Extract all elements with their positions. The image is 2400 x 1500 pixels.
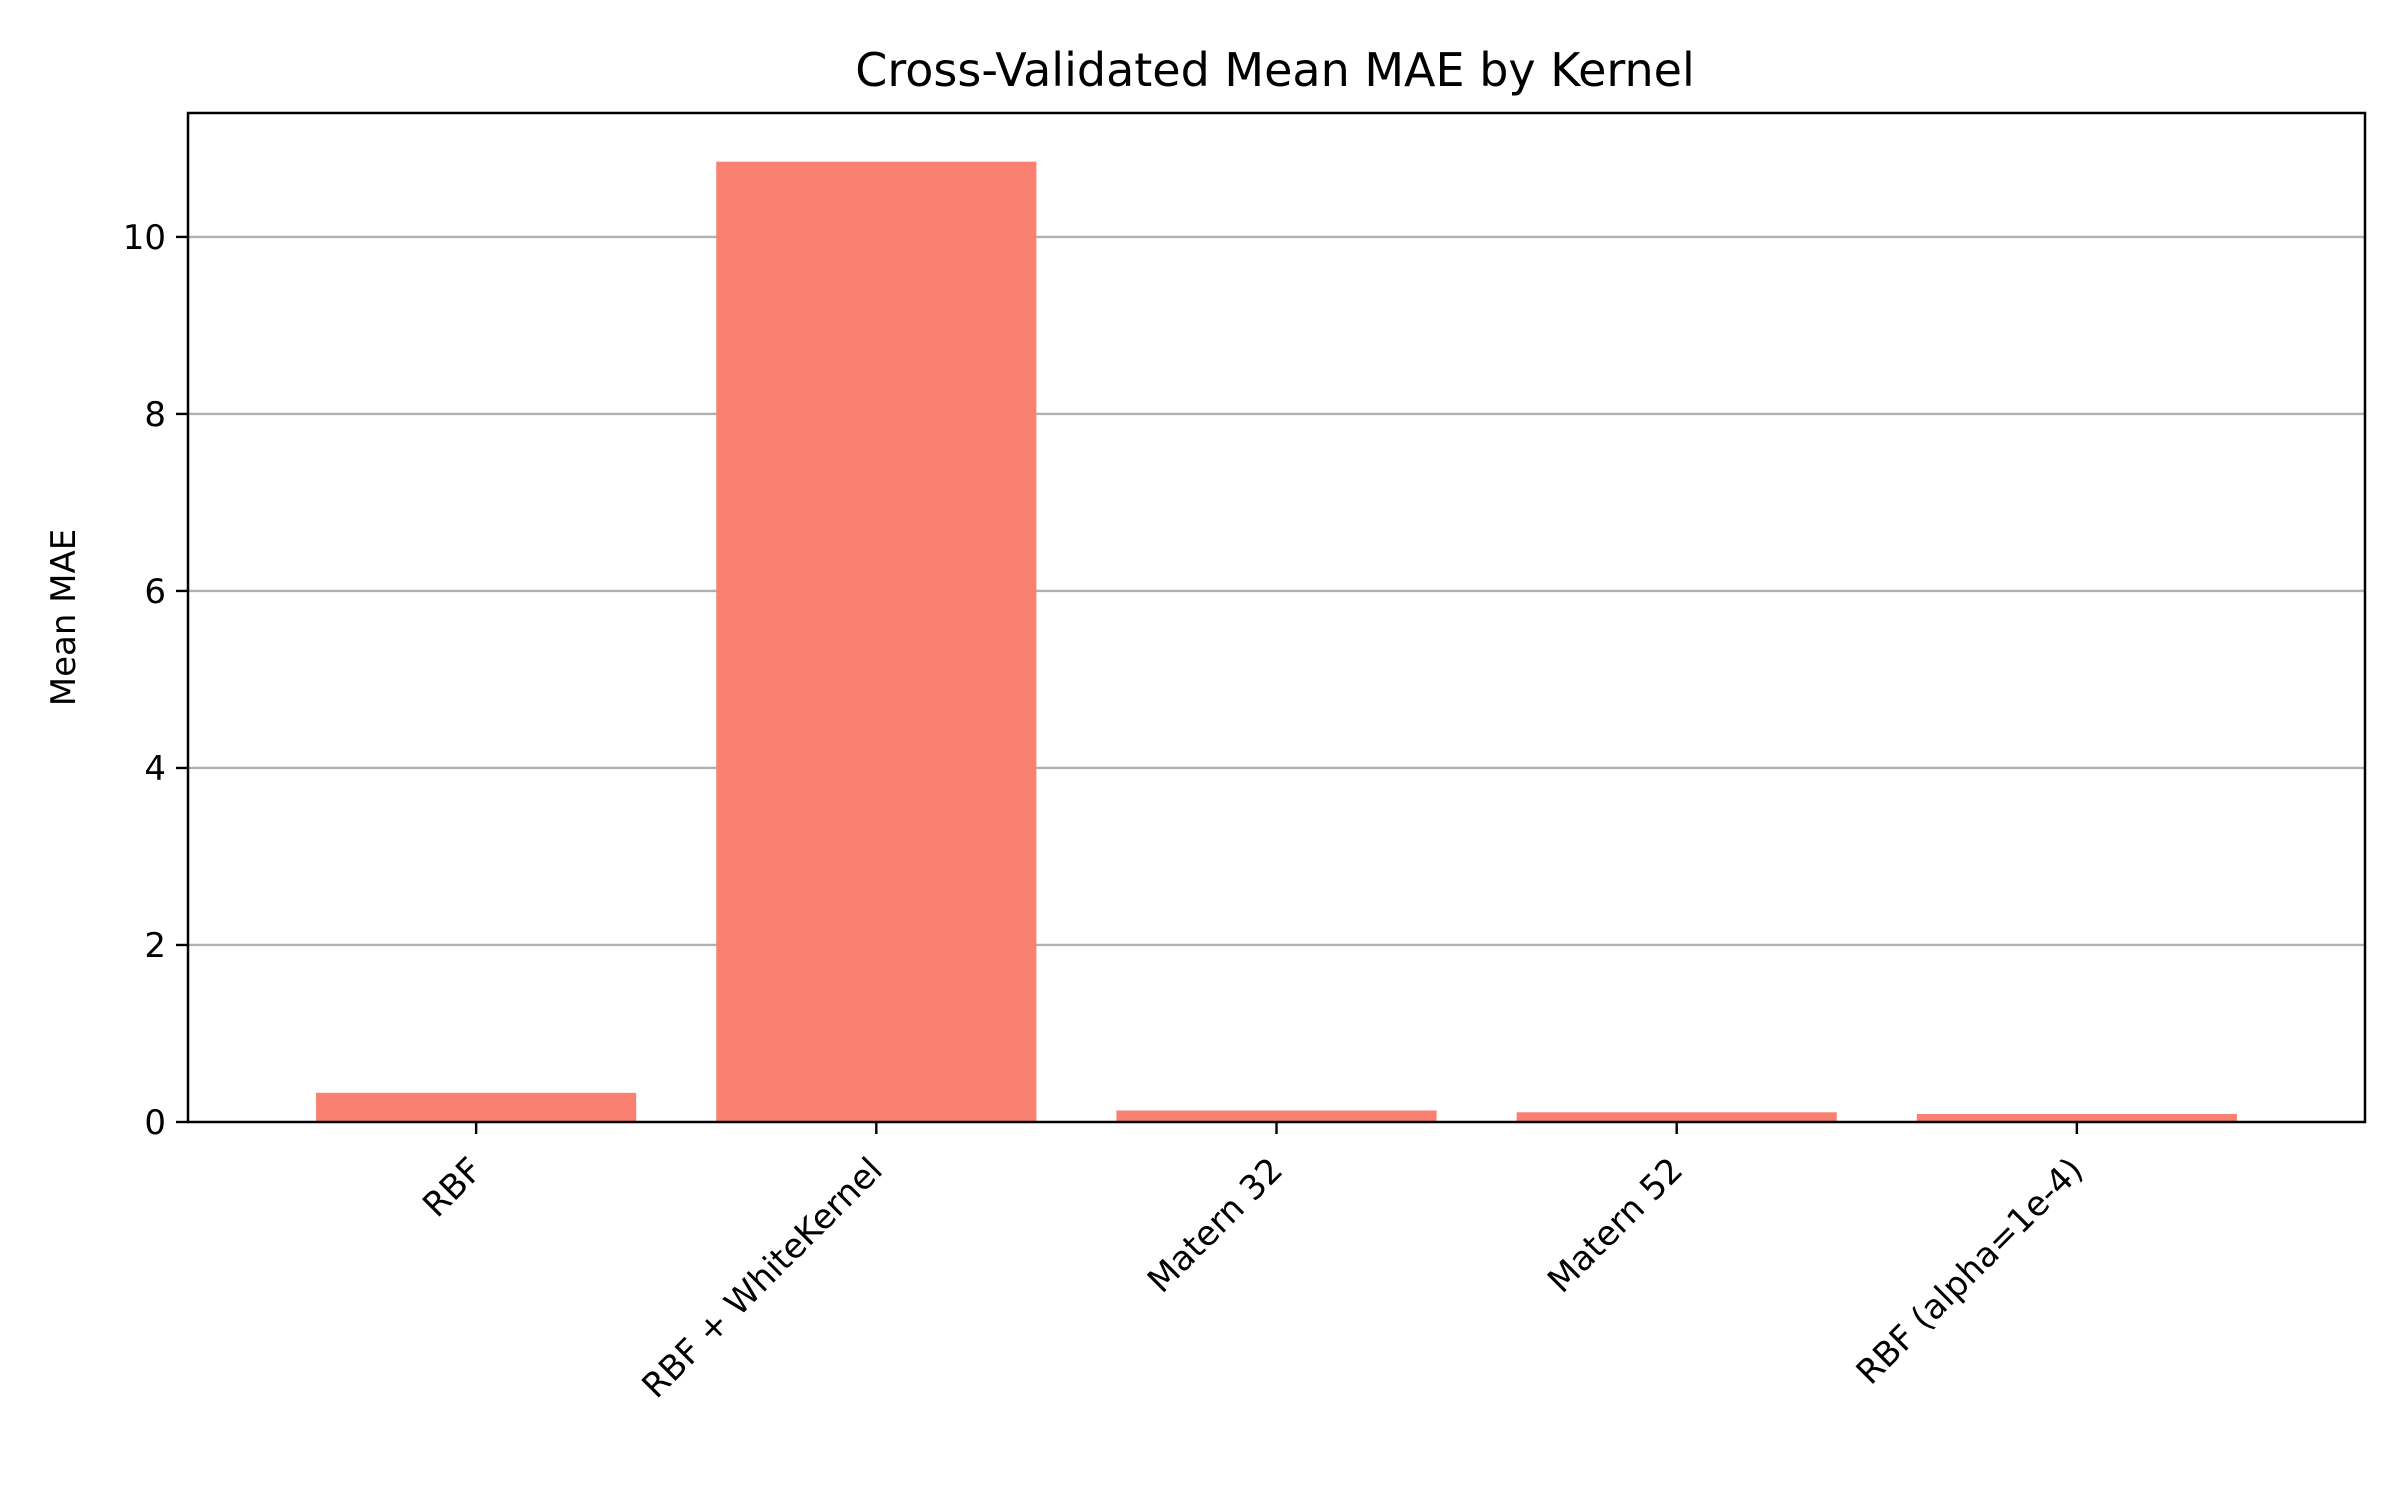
x-axis-ticks: RBF RBF + WhiteKernel Matern 32 Matern 52 RB… — [415, 1122, 2091, 1406]
y-tick-label: 10 — [123, 218, 166, 258]
x-tick-label: RBF (alpha=1e-4) — [1849, 1150, 2092, 1393]
y-tick-label: 6 — [144, 572, 166, 612]
bar — [1516, 1112, 1837, 1122]
y-tick-label: 0 — [144, 1103, 166, 1143]
x-tick-label: RBF — [415, 1150, 490, 1225]
x-tick-label: Matern 52 — [1540, 1150, 1691, 1301]
gridlines — [188, 235, 2365, 947]
x-tick-label: RBF + WhiteKernel — [634, 1150, 890, 1406]
plot-frame — [186, 111, 2367, 1124]
y-tick-label: 2 — [144, 926, 166, 966]
y-tick-label: 8 — [144, 395, 166, 435]
bars — [316, 161, 2237, 1123]
bar — [1916, 1114, 2237, 1122]
bar — [1116, 1110, 1437, 1122]
x-tick-label: Matern 32 — [1140, 1150, 1291, 1301]
chart-title: Cross-Validated Mean MAE by Kernel — [855, 43, 1695, 97]
y-tick-label: 4 — [144, 749, 166, 789]
y-axis-ticks: 0 2 4 6 8 10 — [123, 218, 188, 1143]
y-axis-label: Mean MAE — [44, 529, 84, 707]
bar — [716, 161, 1037, 1123]
bar — [316, 1092, 637, 1122]
